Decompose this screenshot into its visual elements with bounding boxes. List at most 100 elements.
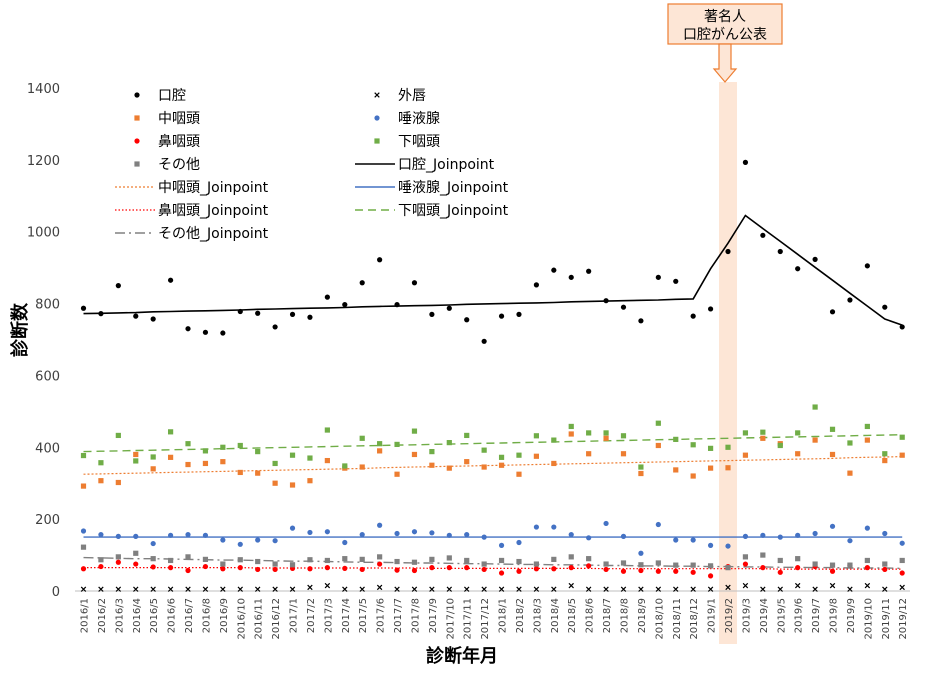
x-tick-label: 2018/1 — [498, 598, 509, 633]
x-tick-label: 2019/9 — [846, 598, 857, 633]
legend-label: 口腔_Joinpoint — [398, 157, 495, 173]
data-point-その他 — [150, 556, 156, 562]
x-tick-label: 2018/11 — [672, 598, 683, 640]
data-point-中咽頭 — [899, 452, 905, 458]
data-point-その他 — [603, 561, 609, 567]
data-point-その他 — [638, 562, 644, 568]
data-point-鼻咽頭 — [603, 566, 609, 573]
data-point-口腔 — [202, 329, 209, 335]
data-point-鼻咽頭 — [359, 566, 365, 573]
x-tick-label: 2017/10 — [445, 598, 456, 640]
y-tick-label: 1000 — [27, 226, 60, 241]
data-point-下咽頭 — [725, 444, 731, 450]
data-point-鼻咽頭 — [202, 563, 209, 570]
data-point-下咽頭 — [882, 451, 888, 457]
data-point-下咽頭 — [498, 454, 505, 460]
data-point-下咽頭 — [133, 458, 139, 464]
data-point-口腔 — [359, 280, 365, 286]
data-point-口腔 — [812, 256, 818, 262]
x-tick-label: 2017/4 — [341, 598, 352, 633]
x-tick-label: 2018/5 — [567, 598, 578, 633]
data-point-唾液腺 — [481, 534, 487, 540]
legend-label: その他 — [158, 157, 200, 173]
data-point-その他 — [690, 562, 696, 568]
x-tick-label: 2016/7 — [184, 598, 195, 633]
annotation-arrow — [712, 43, 738, 83]
x-tick-label: 2016/2 — [97, 598, 108, 633]
data-point-外唇 — [463, 586, 470, 592]
data-point-その他 — [742, 554, 749, 560]
data-point-外唇 — [481, 586, 487, 592]
legend-item-鼻咽頭: 鼻咽頭 — [134, 133, 200, 150]
data-point-その他 — [307, 557, 313, 563]
data-point-下咽頭 — [80, 452, 87, 459]
data-point-下咽頭 — [603, 430, 609, 436]
data-point-唾液腺 — [812, 530, 818, 537]
annotation-box — [667, 3, 783, 45]
data-point-下咽頭 — [864, 423, 870, 430]
data-point-下咽頭 — [812, 404, 818, 410]
data-point-下咽頭 — [324, 427, 330, 433]
data-point-その他 — [568, 554, 574, 560]
data-point-口腔 — [690, 313, 696, 319]
data-point-外唇 — [725, 584, 731, 591]
x-tick-label: 2019/10 — [863, 598, 874, 640]
data-point-鼻咽頭 — [342, 565, 348, 571]
data-point-口腔 — [899, 324, 905, 330]
data-point-口腔 — [464, 317, 470, 323]
data-point-鼻咽頭 — [80, 566, 87, 572]
data-point-鼻咽頭 — [882, 566, 888, 573]
data-point-その他 — [829, 562, 836, 568]
legend-label: 鼻咽頭_Joinpoint — [158, 202, 269, 219]
data-point-唾液腺 — [498, 542, 505, 548]
data-point-鼻咽頭 — [899, 570, 905, 576]
data-point-下咽頭 — [586, 430, 592, 436]
y-tick-label: 200 — [35, 513, 60, 528]
data-point-外唇 — [342, 586, 348, 592]
data-point-口腔 — [673, 278, 679, 284]
data-point-鼻咽頭 — [255, 566, 261, 573]
x-tick-label: 2018/4 — [550, 598, 561, 633]
data-point-外唇 — [829, 582, 836, 589]
x-tick-label: 2018/7 — [602, 598, 613, 633]
data-point-唾液腺 — [673, 537, 679, 543]
data-point-鼻咽頭 — [690, 569, 696, 575]
data-point-外唇 — [899, 584, 905, 591]
x-tick-label: 2019/3 — [741, 598, 752, 633]
data-point-中咽頭 — [673, 467, 679, 473]
data-point-その他 — [446, 555, 452, 561]
data-point-外唇 — [498, 586, 505, 592]
data-point-口腔 — [394, 302, 400, 308]
data-point-唾液腺 — [255, 537, 261, 543]
data-point-その他 — [777, 557, 783, 564]
data-point-その他 — [429, 556, 435, 562]
data-point-中咽頭 — [707, 465, 714, 471]
data-point-中咽頭 — [237, 469, 243, 476]
data-point-外唇 — [673, 586, 679, 592]
legend-label: 下咽頭 — [398, 134, 440, 150]
legend-item-口腔: 口腔 — [134, 88, 186, 104]
data-point-口腔 — [255, 310, 261, 316]
data-point-その他 — [847, 562, 853, 568]
data-point-外唇 — [620, 586, 627, 592]
data-point-その他 — [795, 556, 801, 562]
data-point-その他 — [185, 554, 191, 560]
y-tick-label: 1200 — [27, 154, 60, 169]
legend-item-中咽頭: 中咽頭 — [134, 111, 200, 127]
legend-item-外唇: 外唇 — [374, 88, 426, 104]
data-point-唾液腺 — [324, 529, 330, 535]
data-point-唾液腺 — [411, 529, 418, 535]
data-point-下咽頭 — [533, 433, 539, 439]
legend-marker — [134, 115, 140, 121]
x-tick-label: 2017/5 — [358, 598, 369, 633]
data-point-中咽頭 — [655, 442, 661, 449]
data-point-その他 — [115, 554, 121, 560]
data-point-外唇 — [812, 586, 818, 592]
data-point-鼻咽頭 — [98, 563, 104, 570]
data-point-口腔 — [237, 308, 243, 315]
data-point-下咽頭 — [899, 434, 905, 440]
data-point-下咽頭 — [289, 452, 296, 458]
data-point-その他 — [899, 557, 905, 564]
data-point-鼻咽頭 — [220, 566, 226, 572]
data-point-中咽頭 — [812, 437, 818, 443]
